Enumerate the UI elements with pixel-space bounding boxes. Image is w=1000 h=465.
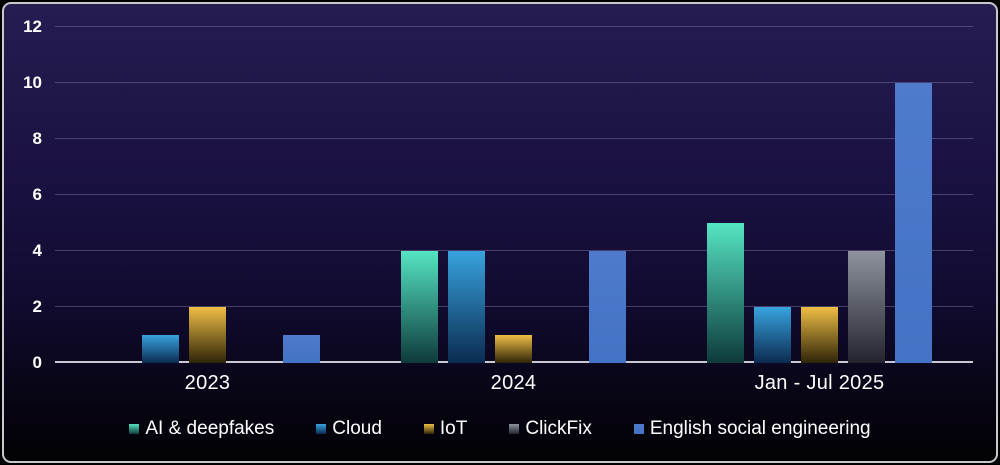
bar-slot (848, 27, 885, 363)
bar-english-social-engineering-2024 (589, 251, 626, 363)
bar-slot (801, 27, 838, 363)
bar-group-jan-jul-2025 (707, 27, 932, 363)
bar-slot (754, 27, 791, 363)
y-tick-label-4: 4 (32, 241, 42, 260)
gridline-8 (55, 138, 973, 139)
gridline-4 (55, 250, 973, 251)
legend-item-iot: IoT (423, 418, 468, 440)
bar-iot-2023 (189, 307, 226, 363)
legend-item-cloud: Cloud (316, 418, 382, 440)
legend-swatch-cloud (316, 424, 327, 434)
bar-slot (495, 27, 532, 363)
legend-swatch-ai-deepfakes (129, 424, 140, 434)
bar-ai-deepfakes-2024 (401, 251, 438, 363)
bar-slot (142, 27, 179, 363)
plot-area: 0 2 4 6 8 10 12 (23, 18, 973, 371)
bar-iot-2024 (495, 335, 532, 363)
legend-label: English social engineering (649, 418, 871, 439)
legend-label: AI & deepfakes (145, 418, 275, 439)
bar-slot (283, 27, 320, 363)
y-tick-label-6: 6 (32, 185, 42, 204)
legend-label: ClickFix (525, 418, 592, 439)
x-tick-label-2023: 2023 (184, 372, 231, 394)
bar-group-2024 (401, 27, 626, 363)
y-tick-label-0: 0 (32, 353, 42, 372)
y-tick-label-12: 12 (23, 17, 42, 36)
bar-slot (542, 27, 579, 363)
bar-slot (707, 27, 744, 363)
x-tick-label-jan-jul-2025: Jan - Jul 2025 (754, 372, 885, 394)
legend-label: Cloud (332, 418, 382, 439)
x-axis-labels: 2023 2024 Jan - Jul 2025 (55, 372, 973, 400)
bar-clickfix-jan-jul-2025 (848, 251, 885, 363)
y-tick-label-10: 10 (23, 73, 42, 92)
bar-english-social-engineering-2023 (283, 335, 320, 363)
legend-swatch-clickfix (509, 424, 520, 434)
bar-cloud-2024 (448, 251, 485, 363)
gridline-12 (55, 26, 973, 27)
legend-item-ai-deepfakes: AI & deepfakes (129, 418, 274, 440)
bar-slot (95, 27, 132, 363)
bar-cloud-2023 (142, 335, 179, 363)
bar-english-social-engineering-jan-jul-2025 (895, 83, 932, 363)
gridline-10 (55, 82, 973, 83)
bar-iot-jan-jul-2025 (801, 307, 838, 363)
bar-slot (589, 27, 626, 363)
x-tick-label-2024: 2024 (490, 372, 537, 394)
legend-label: IoT (439, 418, 468, 439)
legend-swatch-iot (423, 424, 434, 434)
y-tick-label-8: 8 (32, 129, 42, 148)
bar-slot (401, 27, 438, 363)
y-tick-label-2: 2 (32, 297, 42, 316)
legend: AI & deepfakes Cloud IoT ClickFix English so… (0, 414, 1000, 444)
bar-slot (895, 27, 932, 363)
bar-cloud-jan-jul-2025 (754, 307, 791, 363)
gridline-2 (55, 306, 973, 307)
bar-group-2023 (95, 27, 320, 363)
legend-item-clickfix: ClickFix (509, 418, 592, 440)
legend-swatch-english-social-engineering (633, 424, 644, 434)
gridline-6 (55, 194, 973, 195)
bar-slot (189, 27, 226, 363)
legend-item-english-social-engineering: English social engineering (633, 418, 871, 440)
bar-slot (236, 27, 273, 363)
bar-ai-deepfakes-jan-jul-2025 (707, 223, 744, 363)
bar-slot (448, 27, 485, 363)
